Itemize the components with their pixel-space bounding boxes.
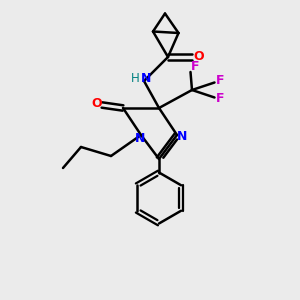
Text: F: F xyxy=(216,74,225,88)
Text: F: F xyxy=(191,59,199,73)
Text: H: H xyxy=(131,72,140,85)
Text: O: O xyxy=(91,97,102,110)
Text: N: N xyxy=(135,131,146,145)
Text: N: N xyxy=(177,130,188,143)
Text: O: O xyxy=(193,50,204,63)
Text: F: F xyxy=(216,92,225,106)
Text: N: N xyxy=(141,72,152,85)
